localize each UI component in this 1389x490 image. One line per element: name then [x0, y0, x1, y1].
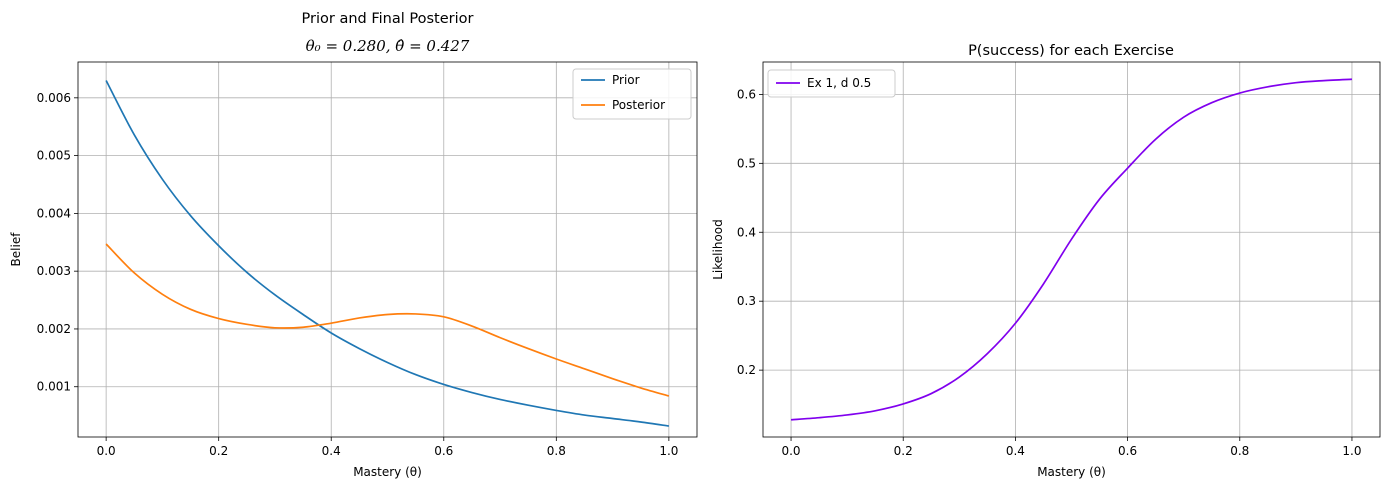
chart1-x-tick-label: 0.0 [781, 444, 800, 458]
chart0-legend-box [572, 68, 692, 120]
chart0-legend-label-prior: Prior [612, 73, 640, 87]
chart0-series-line-1 [105, 243, 670, 397]
chart0-x-tick-label: 0.6 [434, 444, 453, 458]
chart1-y-tick-label: 0.5 [737, 156, 756, 170]
chart0-ticks: 0.0 0.2 0.4 0.6 0.8 1.0 0.001 0.002 0.003 0.004 0.… [37, 91, 679, 458]
chart1-x-tick-label: 0.8 [1230, 444, 1249, 458]
chart0-y-tick-label: 0.002 [37, 322, 71, 336]
chart0-lines [105, 80, 670, 427]
chart0-y-tick-label: 0.001 [37, 380, 71, 394]
chart0-x-axis-label: Mastery (θ) [353, 465, 422, 479]
chart1-plot-frame [762, 61, 1381, 438]
chart0-y-tick-label: 0.006 [37, 91, 71, 105]
chart1-x-tick-label: 0.4 [1006, 444, 1025, 458]
chart1-x-tick-label: 0.6 [1118, 444, 1137, 458]
chart-p-success: P(success) for each Exercise 0.0 0.2 0.4 0.… [711, 43, 1381, 479]
chart0-subtitle: θ₀ = 0.280, θ̂ = 0.427 [306, 37, 470, 55]
chart1-title: P(success) for each Exercise [968, 43, 1174, 59]
chart0-plot-frame [77, 61, 698, 438]
chart0-x-tick-label: 1.0 [659, 444, 678, 458]
chart1-y-tick-label: 0.4 [737, 225, 756, 239]
chart0-y-axis-label: Belief [9, 232, 23, 267]
chart1-legend-label-ex1: Ex 1, d 0.5 [807, 76, 871, 90]
chart1-legend: Ex 1, d 0.5 [767, 69, 896, 98]
chart1-y-tick-label: 0.3 [737, 294, 756, 308]
chart0-legend-label-posterior: Posterior [612, 98, 665, 112]
chart-prior-posterior: Prior and Final Posterior θ₀ = 0.280, θ̂… [9, 11, 698, 479]
chart1-x-tick-label: 1.0 [1342, 444, 1361, 458]
chart0-x-tick-label: 0.2 [209, 444, 228, 458]
chart0-series-line-0 [105, 80, 669, 427]
chart1-y-axis-label: Likelihood [711, 219, 725, 280]
chart1-grid [763, 62, 1380, 437]
chart0-legend: Prior Posterior [572, 68, 692, 120]
chart1-legend-box [767, 69, 896, 98]
chart0-x-tick-label: 0.8 [547, 444, 566, 458]
chart1-lines [790, 78, 1352, 421]
chart1-ticks: 0.0 0.2 0.4 0.6 0.8 1.0 0.2 0.3 0.4 0.5 0.6 [737, 87, 1362, 458]
chart0-title: Prior and Final Posterior [302, 11, 474, 27]
chart0-y-tick-label: 0.003 [37, 264, 71, 278]
chart1-x-tick-label: 0.2 [894, 444, 913, 458]
chart0-grid [78, 62, 697, 437]
chart0-y-tick-label: 0.004 [37, 206, 71, 220]
chart0-y-tick-label: 0.005 [37, 149, 71, 163]
chart1-y-tick-label: 0.2 [737, 363, 756, 377]
chart0-x-tick-label: 0.0 [97, 444, 116, 458]
chart0-x-tick-label: 0.4 [322, 444, 341, 458]
chart1-x-axis-label: Mastery (θ) [1037, 465, 1106, 479]
chart1-series-line-0 [790, 78, 1352, 421]
chart1-y-tick-label: 0.6 [737, 87, 756, 101]
